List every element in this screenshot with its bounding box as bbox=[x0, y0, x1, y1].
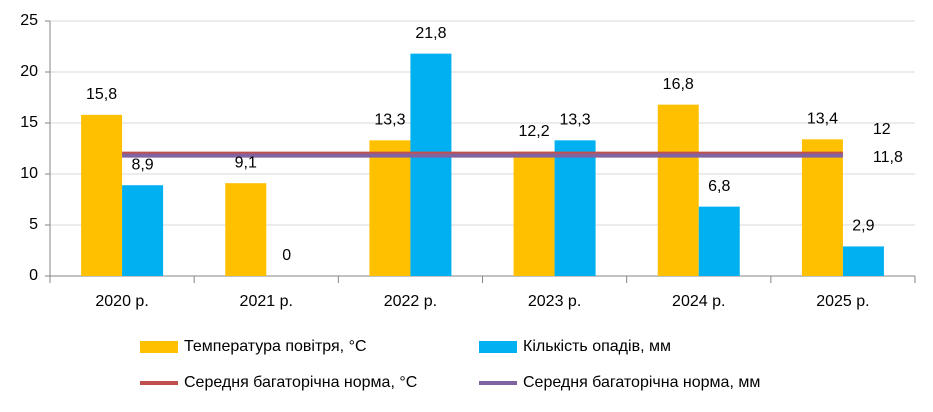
bar bbox=[698, 206, 740, 276]
data-label: 9,1 bbox=[235, 154, 257, 171]
bar bbox=[657, 104, 699, 276]
legend-label: Кількість опадів, мм bbox=[523, 338, 671, 355]
data-label: 8,9 bbox=[131, 156, 153, 173]
bar bbox=[81, 114, 123, 276]
x-tick-label: 2024 р. bbox=[672, 293, 725, 310]
data-label: 16,8 bbox=[663, 76, 694, 93]
y-tick-label: 15 bbox=[20, 114, 38, 131]
legend-label: Температура повітря, °С bbox=[184, 338, 367, 355]
y-tick-label: 10 bbox=[20, 165, 38, 182]
legend-label: Середня багаторічна норма, °С bbox=[184, 374, 417, 391]
data-label: 13,3 bbox=[560, 112, 591, 129]
data-label: 13,3 bbox=[374, 112, 405, 129]
x-tick-label: 2025 р. bbox=[816, 293, 869, 310]
x-tick-label: 2022 р. bbox=[384, 293, 437, 310]
data-label: 0 bbox=[282, 247, 291, 264]
bar bbox=[842, 246, 884, 276]
bar bbox=[801, 139, 843, 276]
legend-swatch bbox=[479, 341, 517, 353]
bar bbox=[225, 183, 267, 276]
data-label: 21,8 bbox=[415, 25, 446, 42]
x-tick-label: 2021 р. bbox=[240, 293, 293, 310]
bar bbox=[554, 140, 596, 276]
bar bbox=[410, 53, 452, 276]
bar bbox=[513, 151, 555, 276]
data-label: 11,8 bbox=[873, 149, 903, 166]
x-tick-label: 2023 р. bbox=[528, 293, 581, 310]
data-label: 6,8 bbox=[708, 178, 730, 195]
y-tick-label: 25 bbox=[20, 12, 38, 29]
legend-swatch bbox=[140, 341, 178, 353]
legend-label: Середня багаторічна норма, мм bbox=[523, 374, 760, 391]
data-label: 2,9 bbox=[852, 218, 874, 235]
data-label: 12 bbox=[873, 121, 891, 138]
x-tick-label: 2020 р. bbox=[95, 293, 148, 310]
bar bbox=[369, 140, 411, 276]
data-label: 15,8 bbox=[86, 86, 117, 103]
y-tick-label: 20 bbox=[20, 63, 38, 80]
data-label: 12,2 bbox=[519, 123, 550, 140]
y-tick-label: 0 bbox=[29, 267, 38, 284]
y-tick-label: 5 bbox=[29, 216, 38, 233]
bar bbox=[122, 185, 164, 276]
data-label: 13,4 bbox=[807, 111, 838, 128]
